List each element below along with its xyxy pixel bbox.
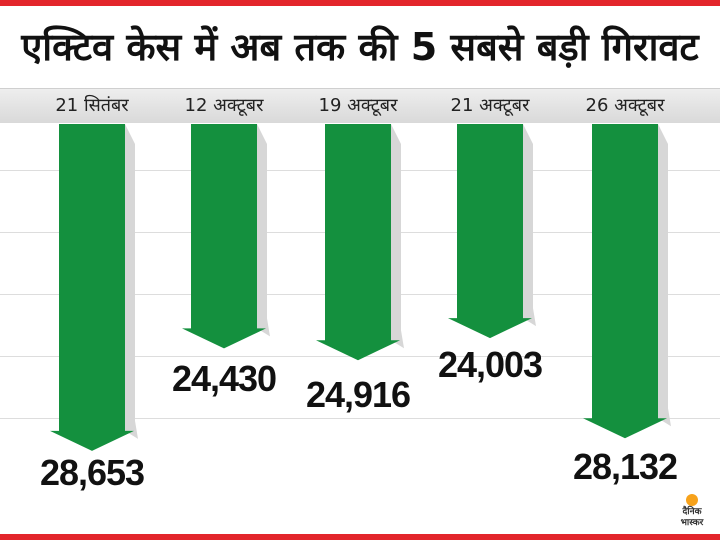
category-label-3: 21 अक्टूबर (450, 95, 530, 116)
arrow-shadow-3 (523, 124, 536, 327)
arrow-shadow-0 (125, 124, 138, 439)
arrow-bar-4 (583, 124, 667, 439)
category-label-0: 21 सितंबर (55, 95, 129, 116)
category-label-1: 12 अक्टूबर (184, 95, 264, 116)
value-label-1: 24,430 (171, 358, 277, 399)
sun-icon (686, 494, 698, 506)
category-header: 21 सितंबर 12 अक्टूबर 19 अक्टूबर 21 अक्टू… (0, 88, 720, 123)
logo-line-1: दैनिक (682, 507, 702, 517)
top-accent-bar (0, 0, 720, 6)
logo-line-2: भास्कर (680, 518, 704, 528)
value-label-4: 28,132 (572, 446, 678, 487)
arrow-bar-3 (448, 124, 532, 339)
arrow-shadow-2 (391, 124, 404, 349)
category-label-2: 19 अक्टूबर (318, 95, 398, 116)
gridline (0, 418, 720, 419)
arrow-shadow-1 (257, 124, 270, 337)
arrow-bar-2 (316, 124, 400, 361)
value-label-3: 24,003 (437, 344, 543, 385)
category-label-4: 26 अक्टूबर (585, 95, 665, 116)
arrow-shadow-4 (658, 124, 671, 427)
arrow-bar-1 (182, 124, 266, 349)
value-label-0: 28,653 (39, 452, 145, 493)
chart-title: एक्टिव केस में अब तक की 5 सबसे बड़ी गिरा… (21, 25, 699, 69)
value-label-2: 24,916 (305, 374, 411, 415)
dainik-bhaskar-logo: दैनिक भास्कर (672, 494, 712, 532)
arrow-bar-0 (50, 124, 134, 451)
bottom-accent-bar (0, 534, 720, 540)
